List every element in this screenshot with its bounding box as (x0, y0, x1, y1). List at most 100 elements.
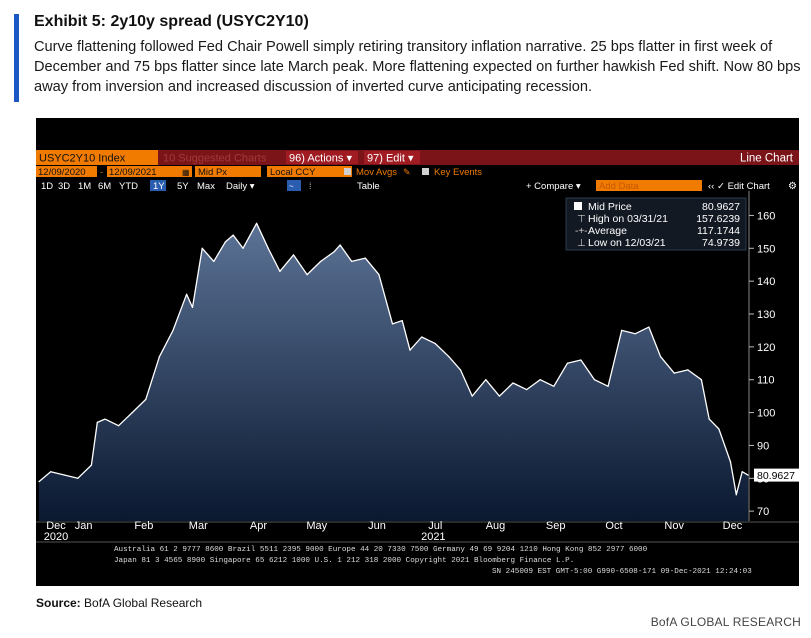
data-point (118, 425, 120, 427)
data-point (580, 359, 582, 361)
plot-area (38, 222, 749, 522)
accent-bar (14, 14, 19, 102)
x-tick-label: Oct (605, 520, 622, 532)
bar-style-icon[interactable]: ⁞ (309, 181, 312, 191)
currency-box[interactable] (267, 166, 352, 177)
data-point (448, 356, 450, 358)
data-point (256, 222, 258, 224)
range-button-max[interactable]: Max (197, 181, 215, 192)
last-value-text: 80.9627 (757, 470, 795, 482)
x-tick-label: Mar (189, 520, 208, 532)
data-point (131, 412, 133, 414)
range-button-6m[interactable]: 6M (98, 181, 111, 192)
data-point (747, 474, 749, 476)
data-point (50, 471, 52, 473)
edit-chart-button[interactable]: ‹‹ ✓ Edit Chart (708, 181, 770, 192)
data-point (242, 247, 244, 249)
y-tick-label: 70 (757, 506, 769, 518)
data-point (292, 254, 295, 256)
date-to: 12/09/2021 (109, 167, 157, 178)
date-sep: - (100, 167, 103, 178)
data-point (191, 306, 194, 308)
x-tick-label: Nov (664, 520, 684, 532)
data-point (320, 260, 322, 262)
data-point (232, 234, 234, 236)
data-point (485, 379, 487, 381)
range-button-5y[interactable]: 5Y (177, 181, 189, 192)
range-button-ytd[interactable]: YTD (119, 181, 138, 192)
chart-type-label[interactable]: Line Chart (740, 153, 794, 165)
legend-mid-value: 80.9627 (702, 201, 740, 213)
legend-high-value: 157.6239 (696, 213, 740, 225)
data-point (421, 336, 423, 338)
compare-button[interactable]: + Compare ▾ (526, 181, 581, 192)
edit-menu[interactable]: 97) Edit ▾ (367, 153, 414, 165)
line-style-icon[interactable] (287, 180, 301, 191)
data-point (741, 471, 743, 473)
key-events-checkbox[interactable] (422, 168, 429, 175)
actions-menu-bg (286, 151, 358, 164)
pencil-icon[interactable]: ✎ (403, 167, 411, 177)
x-tick-label: Dec (723, 520, 743, 532)
data-point (339, 244, 341, 246)
key-events-label[interactable]: Key Events (434, 167, 482, 178)
ticker-box[interactable] (36, 150, 158, 165)
average-marker-icon: -+- (575, 226, 588, 237)
data-point (512, 382, 514, 384)
suggested-charts-link[interactable]: 10 Suggested Charts (163, 153, 267, 165)
calendar-icon[interactable]: ▦ (182, 168, 190, 177)
gear-icon[interactable]: ⚙ (788, 181, 797, 192)
high-marker-icon: ⊤ (577, 214, 586, 225)
x-tick-label: Aug (486, 520, 506, 532)
last-value-tag (754, 468, 799, 482)
data-point (634, 333, 636, 335)
x-year-label: 2020 (44, 531, 68, 543)
data-point (593, 379, 596, 381)
y-tick-label: 100 (757, 408, 775, 420)
y-tick-label: 90 (757, 440, 769, 452)
data-point (729, 461, 732, 463)
data-point (434, 343, 436, 345)
series-area (39, 223, 748, 522)
range-button-1d[interactable]: 1D (41, 181, 53, 192)
legend-box (565, 197, 747, 251)
legend-low-label: Low on 12/03/21 (588, 237, 666, 249)
mid-price-swatch (574, 202, 582, 210)
range-button-3d[interactable]: 3D (58, 181, 70, 192)
data-point (660, 356, 662, 358)
x-tick-label: May (306, 520, 327, 532)
mov-avgs-label[interactable]: Mov Avgs (356, 167, 397, 178)
mov-avgs-checkbox[interactable] (344, 168, 351, 175)
data-point (213, 260, 215, 262)
legend-avg-value: 117.1744 (697, 225, 740, 237)
x-tick-label: Feb (134, 520, 153, 532)
x-tick-label: Dec (46, 520, 66, 532)
field-box[interactable] (195, 166, 261, 177)
legend-avg-label: Average (588, 225, 627, 237)
frequency-select[interactable]: Daily ▾ (226, 181, 255, 192)
source-text: BofA Global Research (84, 596, 203, 610)
data-point (718, 428, 720, 430)
data-point (409, 349, 411, 351)
range-button-1m[interactable]: 1M (78, 181, 91, 192)
range-buttons: 1D 3D 1M 6M YTD 1Y 5Y Max (41, 180, 215, 192)
actions-menu[interactable]: 96) Actions ▾ (289, 153, 352, 165)
source-label: Source: (36, 596, 81, 610)
range-active-bg (150, 180, 166, 191)
data-point (172, 329, 174, 331)
x-tick-label: Jan (75, 520, 93, 532)
add-data-box[interactable] (596, 180, 702, 191)
date-to-box[interactable] (107, 166, 192, 177)
data-point (700, 379, 703, 381)
low-marker-icon: ⊥ (577, 238, 586, 249)
data-point (735, 494, 737, 496)
range-button-1y[interactable]: 1Y (153, 181, 165, 192)
date-from-box[interactable] (36, 166, 97, 177)
x-tick-label: Sep (546, 520, 566, 532)
data-point (378, 274, 380, 276)
data-point (553, 385, 555, 387)
data-point (145, 398, 147, 400)
table-button[interactable]: Table (357, 181, 380, 192)
legend-high-label: High on 03/31/21 (588, 213, 668, 225)
line-glyph-icon: ~ (289, 182, 294, 191)
